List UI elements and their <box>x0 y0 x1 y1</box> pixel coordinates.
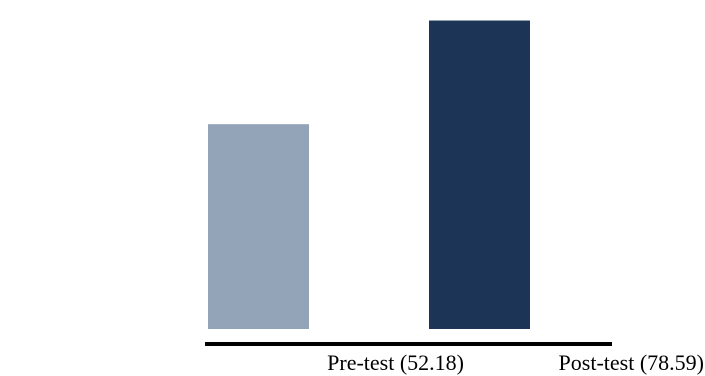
bars-group <box>208 20 530 330</box>
bar-post-test <box>429 20 530 330</box>
x-tick-label-pre-test: Pre-test (52.18) <box>327 350 464 375</box>
x-tick-label-post-test: Post-test (78.59) <box>559 350 704 375</box>
tick-labels-group: Pre-test (52.18) Post-test (78.59) <box>327 350 704 375</box>
bar-pre-test <box>208 124 309 329</box>
